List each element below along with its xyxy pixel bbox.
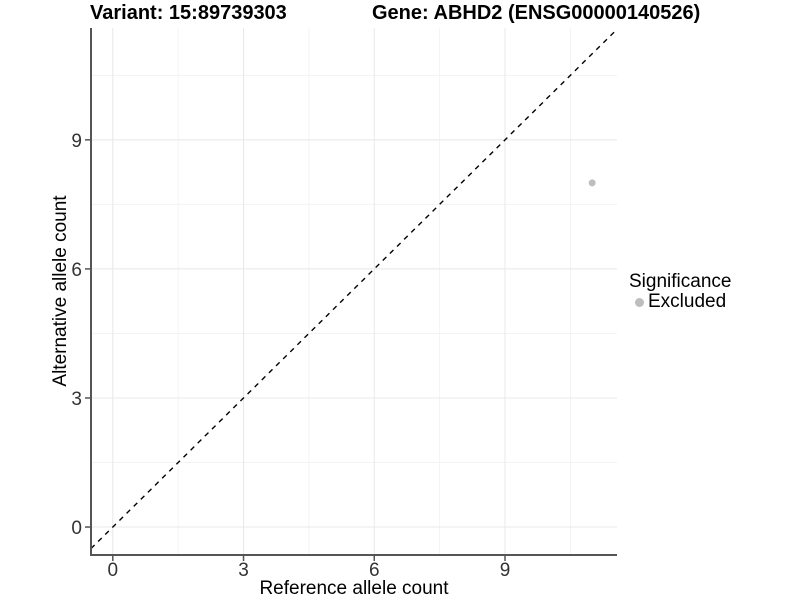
excluded-point-swatch <box>635 297 644 307</box>
plot-title-gene: Gene: ABHD2 (ENSG00000140526) <box>372 2 701 24</box>
identity-reference-line <box>90 28 618 550</box>
y-tick-label: 6 <box>71 260 82 281</box>
plot-title-variant: Variant: 15:89739303 <box>90 2 287 24</box>
x-tick-label: 6 <box>369 560 380 581</box>
x-tick-label: 3 <box>238 560 249 581</box>
x-tick-label: 0 <box>108 560 119 581</box>
legend-item-excluded: Excluded <box>629 290 731 313</box>
legend: Significance Excluded <box>629 271 732 313</box>
y-tick-label: 0 <box>71 518 82 539</box>
legend-title: Significance <box>629 271 732 292</box>
legend-item-label: Excluded <box>648 290 727 312</box>
y-tick-label: 3 <box>71 389 82 410</box>
y-tick-label: 9 <box>71 131 82 152</box>
x-tick-label: 9 <box>500 560 511 581</box>
x-axis-title: Reference allele count <box>259 578 449 599</box>
y-axis-title: Alternative allele count <box>50 195 71 387</box>
data-point-excluded <box>588 179 596 187</box>
